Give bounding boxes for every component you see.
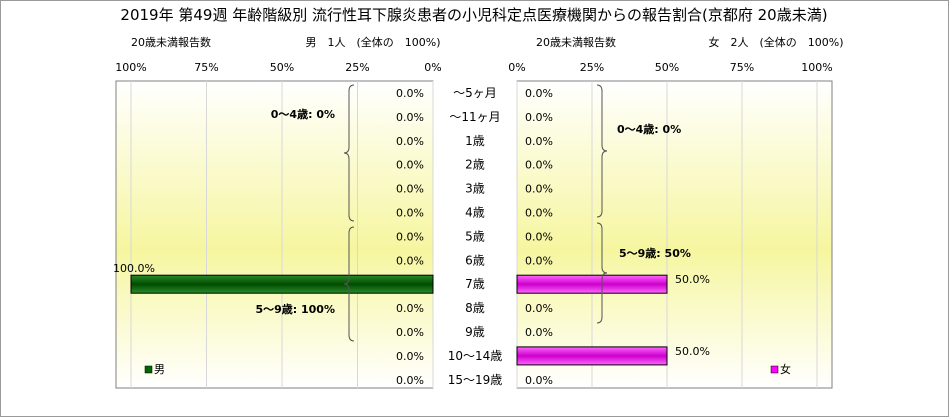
value-label-male: 0.0% (396, 183, 424, 196)
age-label: 6歳 (465, 253, 485, 267)
left-tick-label: 100% (115, 61, 146, 74)
value-label-female: 0.0% (525, 230, 553, 243)
bars (130, 274, 668, 366)
bar-female (516, 346, 668, 366)
age-label: 1歳 (465, 134, 485, 148)
bar-female (516, 274, 668, 294)
right-tick-label: 100% (801, 61, 832, 74)
grid-lines (130, 81, 818, 388)
group-label-male-0-4: 0～4歳: 0% (271, 107, 335, 121)
value-label-male: 0.0% (396, 230, 424, 243)
group-label-female-5-9: 5～9歳: 50% (619, 246, 691, 260)
group-brace (596, 222, 608, 324)
age-labels: ～5ヶ月 ～11ヶ月 1歳 2歳 3歳 4歳 5歳 6歳 7歳 8歳 9歳 10～14歳 15～19歳 (448, 86, 503, 387)
value-label-male: 0.0% (396, 350, 424, 363)
right-tick-label: 0% (508, 61, 525, 74)
value-label-male: 0.0% (396, 326, 424, 339)
legend-label-male: 男 (154, 363, 165, 376)
value-label-female: 0.0% (525, 254, 553, 267)
right-tick-label: 50% (655, 61, 679, 74)
right-tick-label: 25% (580, 61, 604, 74)
legend-swatch-male (144, 365, 153, 374)
left-tick-label: 0% (424, 61, 441, 74)
bar-male (130, 274, 434, 294)
value-labels: 0.0% 0.0% 0.0% 0.0% 0.0% 0.0% 0.0% 0.0% 0.0% 0.0%… (113, 87, 710, 387)
age-label: ～5ヶ月 (453, 86, 497, 100)
age-label: 15～19歳 (448, 373, 503, 387)
value-label-female: 0.0% (525, 374, 553, 387)
value-label-female: 0.0% (525, 111, 553, 124)
value-label-female: 0.0% (525, 183, 553, 196)
legend-label-female: 女 (780, 362, 791, 376)
value-label-female: 0.0% (525, 135, 553, 148)
left-tick-label: 75% (194, 61, 218, 74)
group-label-female-0-4: 0～4歳: 0% (617, 122, 681, 136)
age-label: 2歳 (465, 158, 485, 172)
value-label-male: 0.0% (396, 87, 424, 100)
age-label: 7歳 (465, 277, 485, 291)
group-brackets: 0～4歳: 0% 5～9歳: 100% 0～4歳: 0% 5～9歳: 50% (255, 84, 691, 342)
group-brace (343, 226, 355, 342)
left-tick-label: 50% (270, 61, 294, 74)
value-label-female: 0.0% (525, 326, 553, 339)
value-label-female: 0.0% (525, 207, 553, 220)
age-label: 9歳 (465, 325, 485, 339)
legend-swatch-female (770, 365, 779, 374)
group-label-male-5-9: 5～9歳: 100% (255, 302, 335, 316)
right-tick-label: 75% (730, 61, 754, 74)
right-header-count: 女 2人 (全体の 100%) (708, 35, 843, 49)
age-label: 4歳 (465, 206, 485, 220)
value-label-male: 0.0% (396, 159, 424, 172)
value-label-female: 50.0% (675, 273, 710, 286)
group-brace (343, 84, 355, 222)
value-label-female: 0.0% (525, 302, 553, 315)
age-label: 3歳 (465, 182, 485, 196)
left-plot-area (115, 80, 434, 389)
value-label-male: 0.0% (396, 135, 424, 148)
age-label: 8歳 (465, 301, 485, 315)
value-label-male: 0.0% (396, 207, 424, 220)
group-brace (596, 84, 608, 218)
right-header-label: 20歳未満報告数 (536, 36, 616, 49)
age-label: 5歳 (465, 229, 485, 243)
age-label: ～11ヶ月 (449, 110, 500, 124)
age-label: 10～14歳 (448, 349, 503, 363)
value-label-male: 0.0% (396, 302, 424, 315)
value-label-male: 0.0% (396, 111, 424, 124)
value-label-female: 0.0% (525, 159, 553, 172)
value-label-female: 0.0% (525, 87, 553, 100)
value-label-male: 100.0% (113, 262, 155, 275)
value-label-female: 50.0% (675, 345, 710, 358)
left-header-count: 男 1人 (全体の 100%) (305, 35, 440, 49)
chart-title: 2019年 第49週 年齢階級別 流行性耳下腺炎患者の小児科定点医療機関からの報… (120, 6, 827, 24)
right-plot-area (516, 80, 833, 389)
left-header-label: 20歳未満報告数 (131, 36, 211, 49)
axis-ticks: 100% 75% 50% 25% 0% 0% 25% 50% 75% 100% (115, 61, 832, 74)
value-label-male: 0.0% (396, 254, 424, 267)
left-tick-label: 25% (345, 61, 369, 74)
value-label-male: 0.0% (396, 374, 424, 387)
